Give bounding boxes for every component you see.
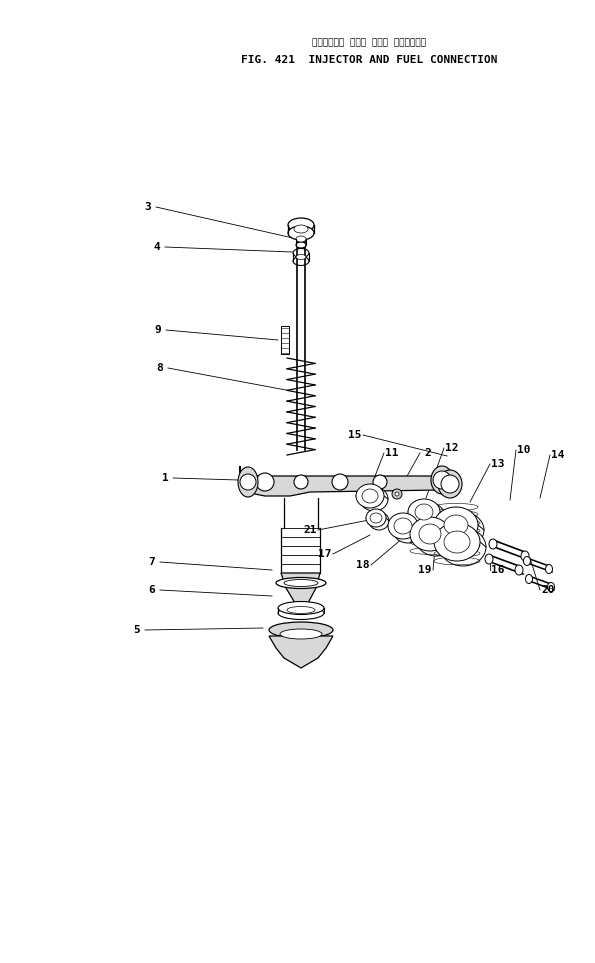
Ellipse shape	[431, 466, 453, 494]
Ellipse shape	[525, 575, 533, 584]
Text: 4: 4	[154, 242, 161, 252]
Text: 8: 8	[156, 363, 164, 373]
Ellipse shape	[440, 512, 484, 548]
Ellipse shape	[416, 522, 456, 556]
Ellipse shape	[284, 580, 318, 586]
Text: 1: 1	[162, 473, 168, 483]
Ellipse shape	[440, 528, 486, 566]
Ellipse shape	[485, 554, 493, 564]
Text: 7: 7	[149, 557, 155, 567]
Text: 9: 9	[155, 325, 161, 335]
Ellipse shape	[296, 236, 306, 242]
Text: 19: 19	[418, 565, 432, 575]
Ellipse shape	[269, 622, 333, 638]
Ellipse shape	[360, 487, 388, 511]
Ellipse shape	[515, 565, 523, 575]
Ellipse shape	[293, 256, 309, 266]
Ellipse shape	[276, 578, 326, 588]
Ellipse shape	[413, 503, 445, 529]
Circle shape	[441, 475, 459, 493]
Ellipse shape	[415, 504, 433, 520]
Text: FIG. 421  INJECTOR AND FUEL CONNECTION: FIG. 421 INJECTOR AND FUEL CONNECTION	[240, 55, 497, 65]
Text: 10: 10	[517, 445, 531, 455]
Text: 20: 20	[541, 585, 555, 595]
Ellipse shape	[288, 226, 314, 240]
Ellipse shape	[362, 489, 378, 503]
Text: 6: 6	[149, 585, 155, 595]
Ellipse shape	[393, 517, 423, 543]
Circle shape	[332, 474, 348, 490]
Text: 17: 17	[318, 549, 332, 559]
Ellipse shape	[444, 531, 470, 553]
Circle shape	[373, 475, 387, 489]
Text: 18: 18	[356, 560, 369, 570]
Ellipse shape	[369, 512, 389, 530]
Ellipse shape	[278, 607, 324, 619]
Ellipse shape	[419, 524, 441, 544]
Ellipse shape	[410, 517, 450, 551]
Ellipse shape	[438, 470, 462, 498]
Ellipse shape	[280, 629, 322, 639]
Circle shape	[256, 473, 274, 491]
Text: 16: 16	[491, 565, 505, 575]
Text: 12: 12	[445, 443, 459, 453]
Ellipse shape	[296, 242, 306, 248]
Circle shape	[395, 492, 399, 496]
Text: 2: 2	[425, 448, 431, 458]
Text: 15: 15	[348, 430, 362, 440]
Polygon shape	[281, 573, 320, 616]
Ellipse shape	[524, 557, 531, 565]
Circle shape	[392, 489, 402, 499]
Ellipse shape	[434, 523, 480, 561]
Ellipse shape	[408, 499, 440, 525]
Ellipse shape	[370, 513, 382, 523]
Text: 11: 11	[385, 448, 399, 458]
Circle shape	[240, 474, 256, 490]
Text: 14: 14	[551, 450, 565, 460]
Ellipse shape	[547, 583, 555, 591]
Polygon shape	[269, 636, 333, 668]
Ellipse shape	[394, 518, 412, 534]
Ellipse shape	[489, 539, 497, 549]
Circle shape	[433, 471, 451, 489]
Text: 13: 13	[491, 459, 505, 469]
Ellipse shape	[366, 509, 386, 527]
Ellipse shape	[294, 225, 308, 233]
Text: 3: 3	[145, 202, 151, 212]
Ellipse shape	[278, 602, 324, 614]
Ellipse shape	[293, 248, 309, 257]
Ellipse shape	[287, 607, 315, 613]
Ellipse shape	[296, 254, 306, 259]
Ellipse shape	[388, 513, 418, 539]
Ellipse shape	[356, 484, 384, 508]
Text: 21: 21	[303, 525, 317, 535]
Ellipse shape	[444, 515, 468, 535]
Polygon shape	[240, 466, 450, 496]
Text: インジェクタ  および  フエル  コネクション: インジェクタ および フエル コネクション	[312, 39, 426, 47]
Ellipse shape	[288, 218, 314, 232]
Ellipse shape	[521, 551, 529, 561]
Ellipse shape	[546, 564, 553, 574]
Ellipse shape	[238, 467, 258, 497]
Circle shape	[294, 475, 308, 489]
Ellipse shape	[434, 507, 478, 543]
Bar	[281, 326, 289, 354]
Text: 5: 5	[134, 625, 140, 635]
